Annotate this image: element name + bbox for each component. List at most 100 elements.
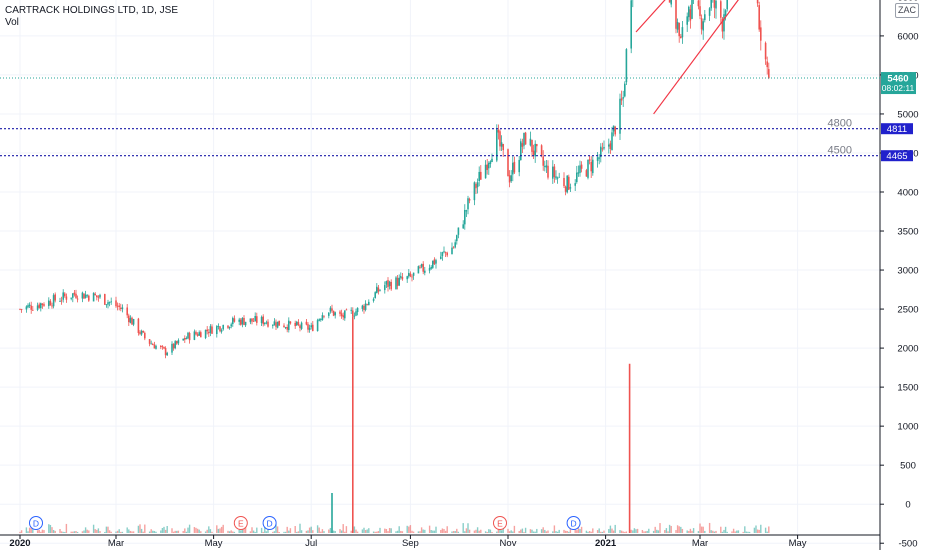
candle-body (50, 301, 52, 305)
candle-body (397, 278, 399, 286)
candle-body (563, 178, 565, 186)
volume-bar (341, 530, 342, 533)
volume-bar (544, 530, 545, 533)
candle-body (166, 353, 168, 356)
candle-body (710, 0, 712, 8)
candle-body (597, 157, 599, 161)
candle-body (518, 160, 520, 172)
candle-body (53, 295, 55, 306)
candle-body (205, 330, 207, 338)
volume-bar (375, 532, 376, 533)
volume-bar (152, 531, 153, 533)
candle-body (261, 317, 263, 323)
volume-bar (64, 532, 65, 533)
volume-bar (615, 525, 616, 533)
volume-bar (376, 532, 377, 533)
volume-bar (421, 527, 422, 533)
event-marker-label: E (238, 519, 244, 529)
candle-body (66, 296, 68, 299)
volume-bar (648, 529, 649, 533)
volume-bar (408, 527, 409, 533)
volume-bar (285, 532, 286, 533)
volume-bar (151, 529, 152, 533)
volume-bar (197, 529, 198, 533)
candles (19, 0, 769, 358)
volume-bar (690, 529, 691, 533)
volume-bar (351, 531, 352, 533)
volume-bar (309, 528, 310, 533)
volume-bar (227, 531, 228, 533)
candle-body (570, 187, 572, 188)
candle-body (512, 163, 514, 175)
volume-bar (655, 527, 656, 533)
candle-body (242, 318, 244, 325)
candle-body (378, 288, 380, 292)
volume-bar (77, 532, 78, 533)
volume-bar (541, 529, 542, 533)
candle-body (320, 319, 322, 320)
volume-bar (445, 531, 446, 533)
volume-bar (66, 524, 67, 533)
volume-bar (675, 530, 676, 533)
volume-bar (599, 528, 600, 533)
volume-bar (274, 531, 275, 533)
candle-body (75, 294, 77, 298)
currency-badge[interactable]: ZAC (895, 3, 919, 18)
candle-body (542, 156, 544, 165)
candle-body (138, 319, 140, 333)
volume-bar (175, 531, 176, 533)
candle-body (501, 142, 503, 146)
volume-bars (19, 317, 769, 533)
candle-body (310, 325, 312, 327)
volume-bar (53, 530, 54, 533)
volume-bar (115, 532, 116, 533)
volume-bar (63, 532, 64, 533)
candle-body (499, 131, 501, 146)
candle-body (110, 301, 112, 302)
volume-bar (533, 531, 534, 533)
volume-bar (210, 529, 211, 533)
candle-body (464, 210, 466, 224)
candle-body (70, 298, 72, 299)
volume-bar (631, 530, 632, 533)
candle-body (243, 318, 245, 325)
volume-bar (738, 530, 739, 533)
volume-bar (477, 527, 478, 533)
volume-bar (496, 532, 497, 533)
volume-bar (117, 531, 118, 533)
volume-bar (288, 531, 289, 533)
candle-body (206, 330, 208, 332)
volume-bar (317, 525, 318, 533)
volume-bar (50, 525, 51, 533)
candle-body (283, 326, 285, 328)
candle-body (272, 325, 274, 326)
volume-bar (387, 531, 388, 533)
volume-bar (754, 528, 755, 533)
candle-body (182, 339, 184, 341)
volume-bar (624, 532, 625, 533)
candle-body (699, 6, 701, 16)
volume-bar (474, 531, 475, 533)
candle-body (37, 305, 39, 309)
y-tick-label: -500 (898, 539, 917, 550)
volume-bar (664, 530, 665, 533)
candle-body (82, 293, 84, 299)
candle-body (64, 293, 66, 296)
candle-body (677, 22, 679, 30)
candle-body (141, 331, 143, 335)
grid-lines (0, 0, 880, 543)
volume-bar (519, 531, 520, 533)
volume-bar (155, 532, 156, 533)
volume-bar (455, 531, 456, 533)
candle-body (760, 27, 762, 40)
candle-body (176, 341, 178, 344)
candle-body (477, 182, 479, 187)
volume-bar (603, 531, 604, 533)
volume-bar (354, 526, 355, 533)
volume-bar (346, 526, 347, 533)
volume-bar (311, 527, 312, 533)
candle-body (186, 338, 188, 339)
volume-bar (749, 532, 750, 533)
